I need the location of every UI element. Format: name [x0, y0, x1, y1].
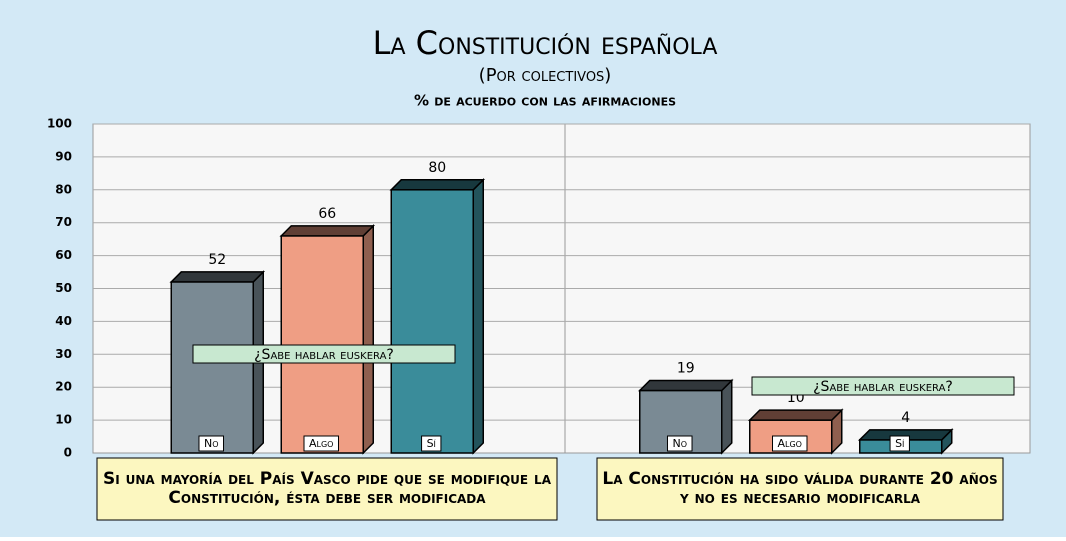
- series-label-box: [772, 435, 808, 452]
- series-label: Sí: [895, 437, 905, 450]
- bar-top: [169, 271, 266, 283]
- series-label: No: [204, 437, 219, 450]
- y-tick-label: 60: [55, 248, 72, 262]
- bar-side: [721, 378, 733, 455]
- series-label: Algo: [778, 437, 802, 450]
- y-tick-label: 100: [47, 117, 72, 131]
- bar: [747, 408, 844, 455]
- y-tick-label: 30: [55, 347, 72, 361]
- value-label: 19: [677, 360, 695, 376]
- annotation-box: [751, 376, 1015, 396]
- y-tick-label: 0: [64, 446, 72, 460]
- y-tick-label: 10: [55, 413, 72, 427]
- y-tick-label: 40: [55, 314, 72, 328]
- value-label: 4: [901, 410, 910, 426]
- bar-top: [857, 429, 954, 441]
- annotation: ¿Sabe hablar euskera?: [813, 379, 953, 395]
- y-tick-label: 80: [55, 182, 72, 196]
- value-label: 80: [428, 160, 446, 176]
- y-tick-label: 90: [55, 149, 72, 163]
- bar-top: [279, 225, 376, 237]
- annotation-box: [192, 344, 456, 364]
- category-label-wrap: La Constitución ha sido válida durante 2…: [602, 469, 998, 508]
- y-tick-label: 70: [55, 215, 72, 229]
- series-label-box: [198, 435, 225, 452]
- bar-side: [362, 224, 374, 455]
- bar: [279, 224, 376, 455]
- series-label: Sí: [427, 437, 437, 450]
- value-label: 52: [208, 252, 226, 268]
- series-label-box: [303, 435, 339, 452]
- y-tick-label: 50: [55, 281, 72, 295]
- bar-front: [280, 235, 364, 454]
- bar-front: [170, 281, 254, 454]
- series-label: No: [672, 437, 687, 450]
- bar-side: [472, 177, 484, 455]
- bar-top: [637, 379, 734, 392]
- series-label-box: [666, 435, 693, 452]
- y-tick-label: 20: [55, 380, 72, 394]
- annotation: ¿Sabe hablar euskera?: [254, 347, 394, 363]
- series-label-box: [889, 435, 910, 452]
- chart-subtitle: (Por colectivos): [479, 65, 612, 86]
- bar: [637, 378, 734, 455]
- y-axis-label: % de acuerdo con las afirmaciones: [414, 92, 676, 110]
- series-label-box: [421, 435, 442, 452]
- value-label: 66: [318, 206, 336, 222]
- bar-top: [747, 409, 844, 421]
- category-label-wrap: Si una mayoría del País Vasco pide que s…: [103, 469, 551, 508]
- category-box: [596, 457, 1004, 521]
- series-label: Algo: [309, 437, 333, 450]
- bar-top: [389, 179, 486, 191]
- category-box: [96, 457, 558, 521]
- x-tick-label: La Constitución ha sido válida durante 2…: [602, 469, 998, 508]
- chart-title: La Constitución española: [373, 24, 718, 62]
- bar: [389, 177, 486, 455]
- x-tick-label: Si una mayoría del País Vasco pide que s…: [103, 469, 551, 508]
- bar-front: [390, 189, 474, 454]
